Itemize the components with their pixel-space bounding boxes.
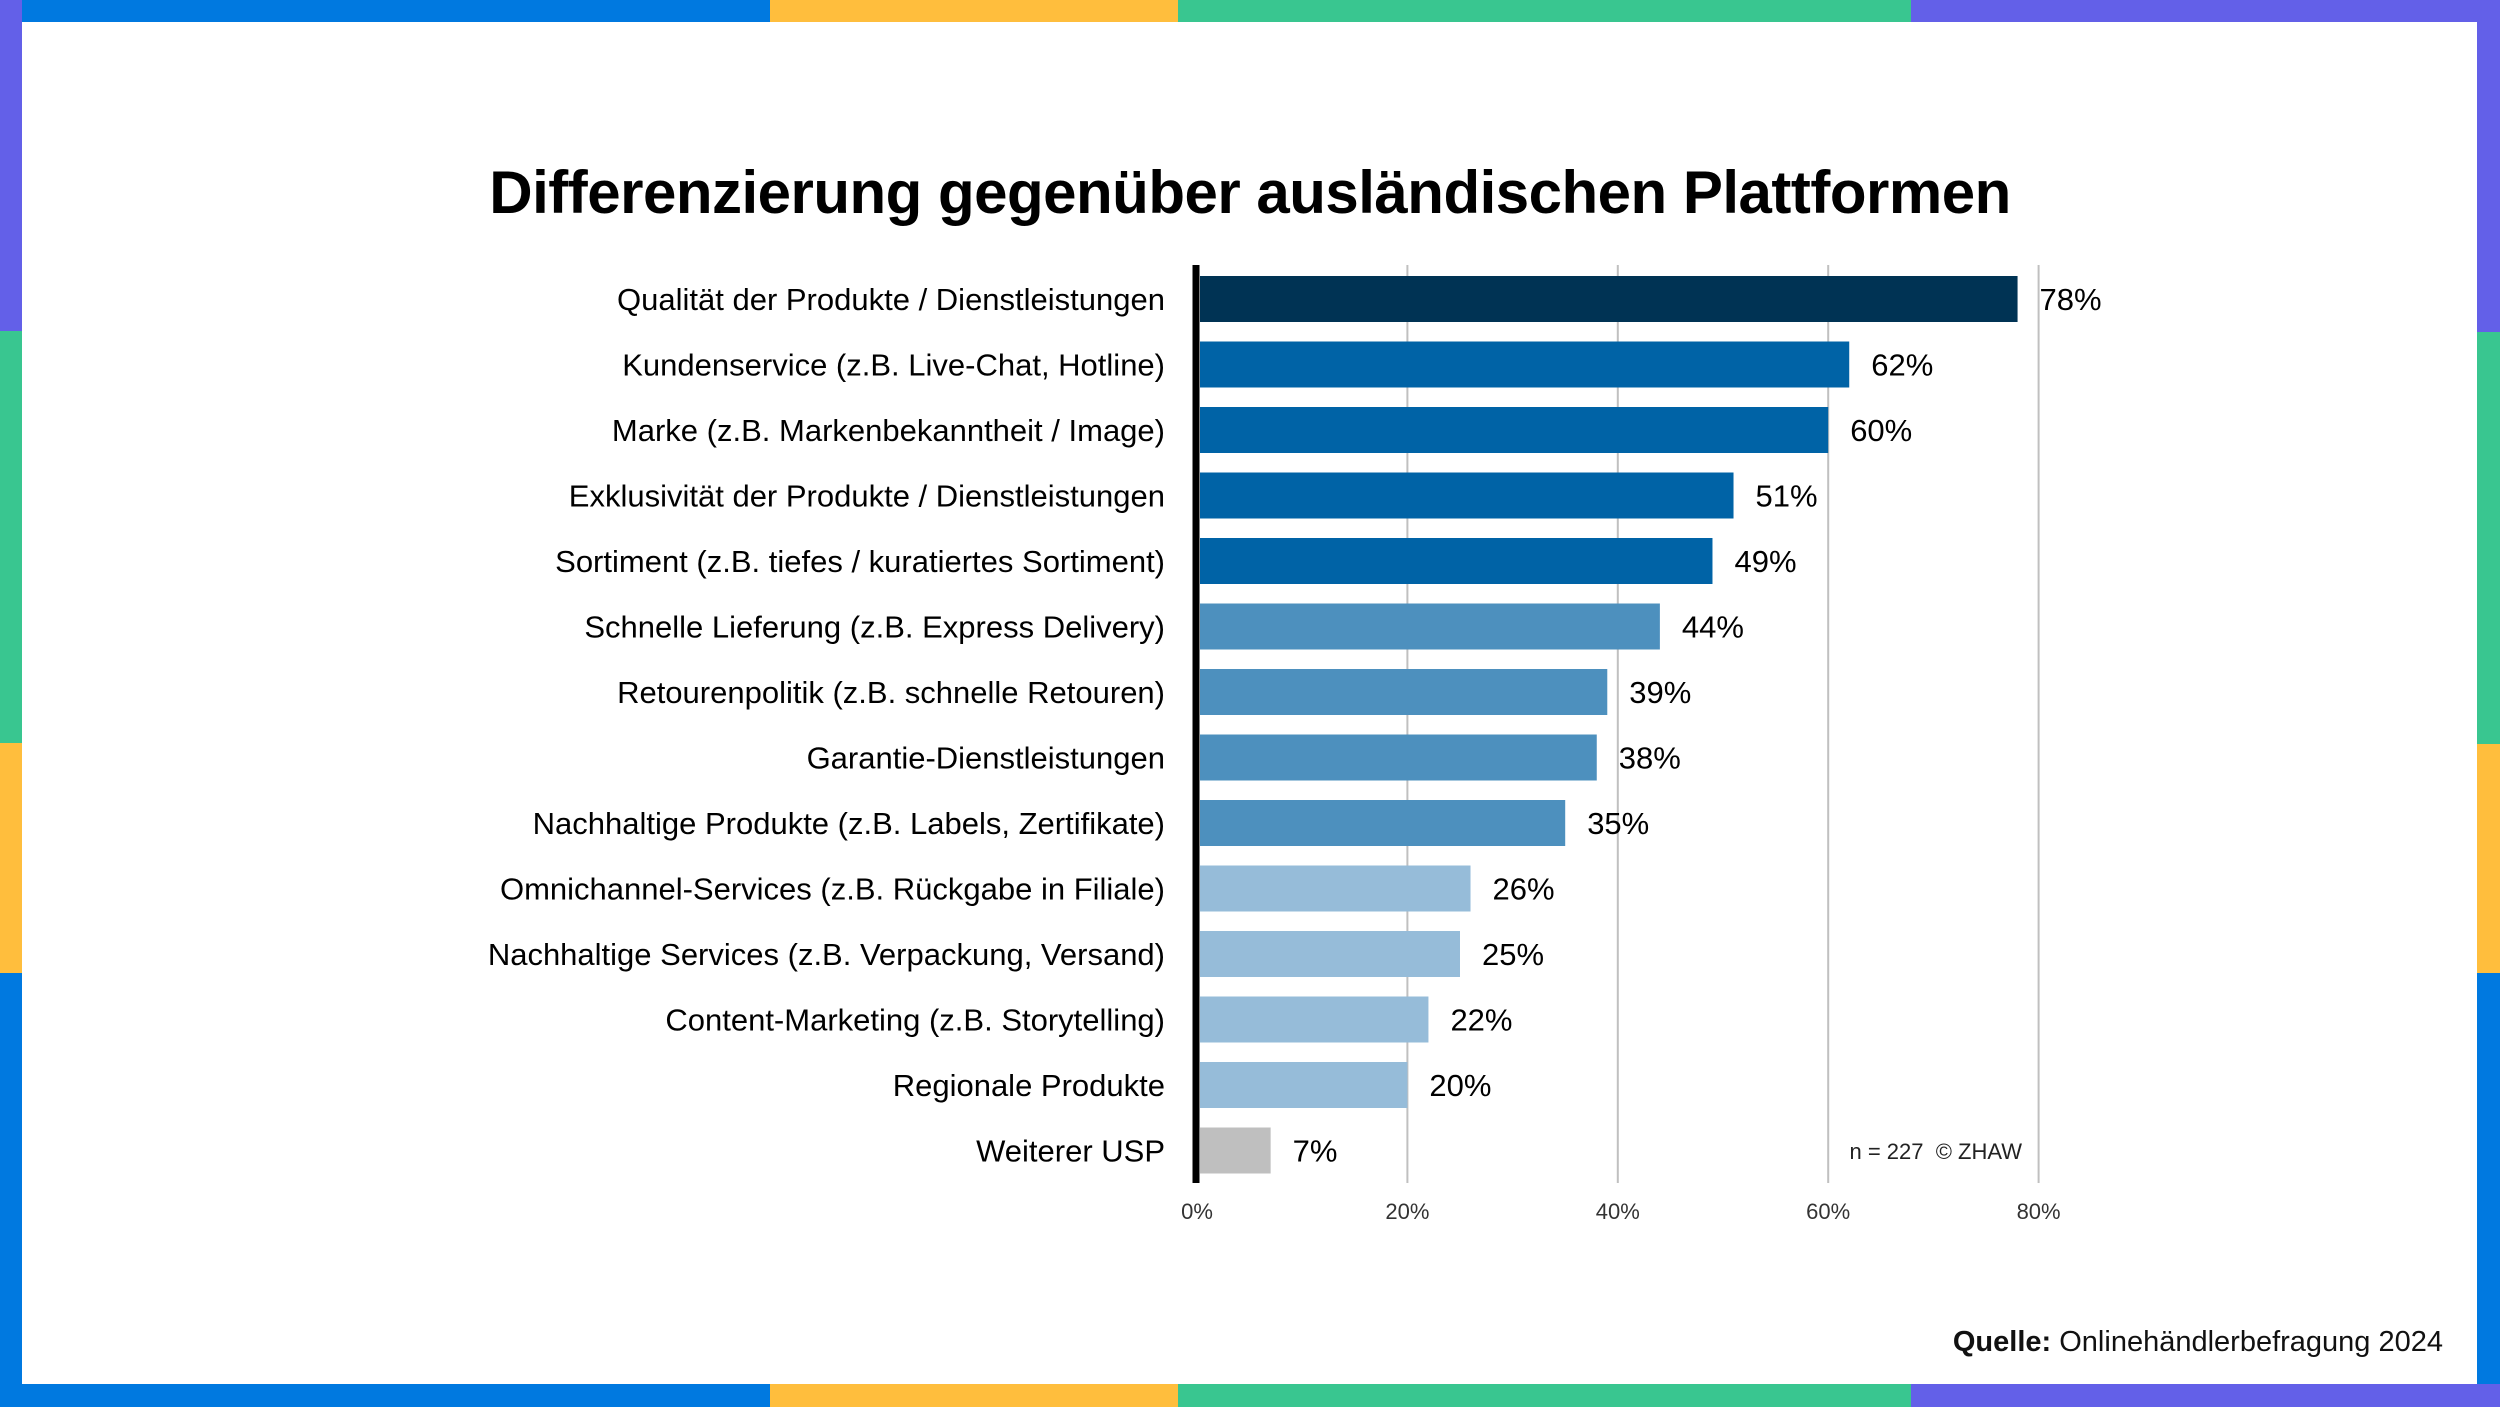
frame-right-purple: [2477, 0, 2500, 332]
bar: [1200, 865, 1471, 912]
x-tick-label: 20%: [1385, 1199, 1429, 1224]
value-label: 62%: [1871, 348, 1933, 383]
frame-left-purple: [0, 0, 22, 331]
category-labels: Qualität der Produkte / Dienstleistungen…: [488, 282, 1165, 1169]
frame-bottom-yellow: [770, 1384, 1178, 1407]
value-label: 20%: [1429, 1068, 1491, 1103]
frame-top-green: [1178, 0, 1911, 22]
frame-bottom-blue: [0, 1384, 770, 1407]
frame-top-blue: [0, 0, 770, 22]
value-label: 39%: [1629, 675, 1691, 710]
category-label: Marke (z.B. Markenbekanntheit / Image): [612, 413, 1165, 448]
value-label: 7%: [1293, 1134, 1338, 1169]
bar: [1200, 996, 1429, 1043]
category-label: Omnichannel-Services (z.B. Rückgabe in F…: [500, 872, 1165, 907]
bar: [1200, 931, 1460, 977]
frame-right-purple-bottom: [2477, 1384, 2500, 1407]
category-label: Qualität der Produkte / Dienstleistungen: [617, 282, 1165, 317]
source-text: Onlinehändlerbefragung 2024: [2051, 1326, 2443, 1358]
value-label: 44%: [1682, 610, 1744, 645]
bar: [1200, 276, 2018, 322]
category-label: Content-Marketing (z.B. Storytelling): [665, 1003, 1165, 1038]
frame-left-yellow: [0, 743, 22, 973]
frame-right-blue: [2477, 973, 2500, 1384]
source-note: Quelle: Onlinehändlerbefragung 2024: [1953, 1326, 2443, 1359]
source-label: Quelle:: [1952, 1326, 2052, 1358]
bar: [1200, 472, 1734, 519]
bars: [1200, 276, 2018, 1174]
value-labels: 78% 62% 60% 51% 49% 44% 39% 38% 35% 26% 25% 22% 20% 7…: [1293, 282, 2102, 1169]
frame-right-yellow: [2477, 744, 2500, 973]
value-label: 35%: [1587, 806, 1649, 841]
category-label: Nachhaltige Produkte (z.B. Labels, Zerti…: [533, 806, 1165, 841]
x-tick-labels: 0% 20% 40% 60% 80%: [1181, 1199, 2061, 1224]
category-label: Retourenpolitik (z.B. schnelle Retouren): [617, 675, 1165, 710]
category-label: Regionale Produkte: [893, 1068, 1165, 1103]
bar: [1200, 1062, 1408, 1108]
frame-left-blue: [0, 973, 22, 1407]
bar: [1200, 669, 1608, 715]
bar: [1200, 407, 1829, 453]
frame-left-green: [0, 331, 22, 743]
category-label: Nachhaltige Services (z.B. Verpackung, V…: [488, 937, 1165, 972]
category-label: Sortiment (z.B. tiefes / kuratiertes Sor…: [555, 544, 1165, 579]
category-label: Garantie-Dienstleistungen: [807, 741, 1165, 776]
value-label: 51%: [1756, 479, 1818, 514]
frame-bottom-green: [1178, 1384, 1911, 1407]
x-tick-label: 80%: [2017, 1199, 2061, 1224]
bar: [1200, 538, 1713, 584]
frame-top-purple: [1911, 0, 2500, 22]
bar: [1200, 800, 1566, 846]
sample-size-annotation: n = 227 © ZHAW: [1849, 1139, 2022, 1164]
category-label: Exklusivität der Produkte / Dienstleistu…: [569, 479, 1165, 514]
value-label: 60%: [1850, 413, 1912, 448]
value-label: 78%: [2040, 282, 2102, 317]
value-label: 38%: [1619, 741, 1681, 776]
bar: [1200, 734, 1597, 781]
value-label: 25%: [1482, 937, 1544, 972]
gridlines: [1406, 265, 2040, 1183]
chart-title: Differenzierung gegenüber ausländischen …: [489, 159, 2011, 227]
value-label: 49%: [1734, 544, 1796, 579]
category-label: Kundenservice (z.B. Live-Chat, Hotline): [622, 348, 1165, 383]
value-label: 22%: [1450, 1003, 1512, 1038]
frame-top-yellow: [770, 0, 1178, 22]
category-label: Schnelle Lieferung (z.B. Express Deliver…: [584, 610, 1165, 645]
bar: [1200, 603, 1660, 650]
frame-right-green: [2477, 332, 2500, 744]
bar: [1200, 341, 1850, 388]
x-tick-label: 60%: [1806, 1199, 1850, 1224]
value-label: 26%: [1493, 872, 1555, 907]
bar: [1200, 1127, 1271, 1174]
x-tick-label: 40%: [1596, 1199, 1640, 1224]
x-tick-label: 0%: [1181, 1199, 1213, 1224]
category-label: Weiterer USP: [976, 1134, 1165, 1169]
frame-bottom-purple: [1911, 1384, 2500, 1407]
